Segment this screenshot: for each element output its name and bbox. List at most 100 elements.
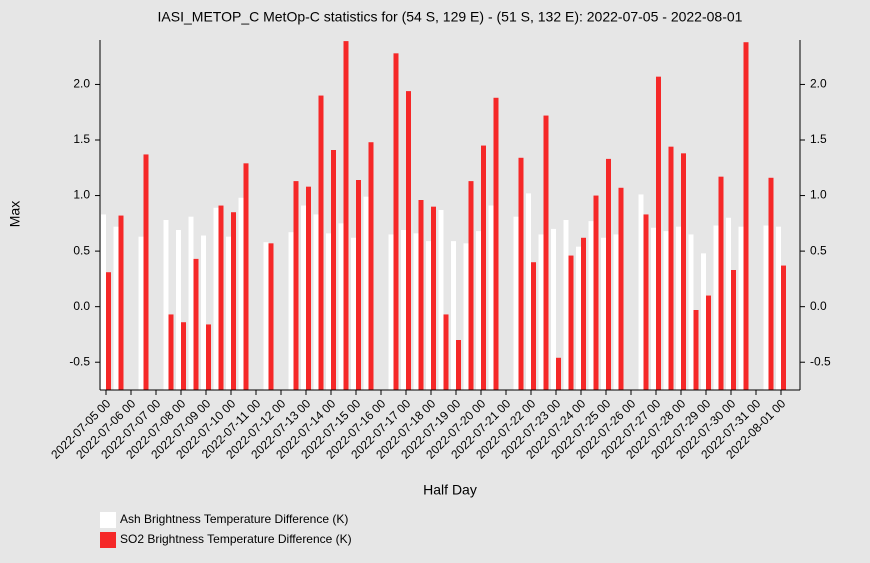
bar [313,214,319,390]
bar [443,314,449,390]
bar [518,157,524,390]
bar [201,235,206,390]
bar [401,230,406,390]
bar [351,237,356,390]
bar [701,253,706,390]
bar [263,242,269,390]
bar [776,226,781,390]
bar [181,322,186,390]
bar [651,227,656,390]
bar [713,225,719,390]
bar [463,243,469,390]
y2-tick-label: 0.5 [810,243,827,257]
bar [118,215,124,390]
bar [438,210,444,390]
bar [593,195,599,390]
bar [301,205,306,390]
bar [538,234,544,390]
bar [513,216,519,390]
bar [688,234,694,390]
bar [726,217,731,390]
bar [101,214,106,390]
bar [226,236,231,390]
bar [526,193,531,390]
bar [143,154,149,390]
bar [418,200,424,390]
bar [601,237,606,390]
bar [638,194,644,390]
y-tick-label: 1.0 [73,188,90,202]
bar [306,186,311,390]
bar [193,258,199,390]
bar [738,226,744,390]
y-axis-label: Max [7,201,23,227]
bar [618,187,624,390]
bar [543,115,549,391]
bar [363,196,369,390]
bar [238,197,244,390]
bar [656,76,661,391]
bar [338,223,344,390]
bar [268,243,274,390]
chart-title: IASI_METOP_C MetOp-C statistics for (54 … [158,9,743,25]
bar [243,163,249,390]
bar [206,324,211,390]
bar [431,206,436,390]
bar [663,231,669,390]
legend-label: Ash Brightness Temperature Difference (K… [120,512,348,526]
bar [588,221,594,390]
bar [781,265,786,390]
bar [493,97,499,391]
bar [556,357,561,390]
bar [356,180,361,390]
bar [231,212,236,390]
legend-label: SO2 Brightness Temperature Difference (K… [120,532,352,546]
bar [293,181,299,390]
bar [743,42,749,390]
bar [481,145,486,390]
bar [176,230,181,390]
bar [343,41,349,390]
bar [163,220,169,390]
y2-tick-label: 1.5 [810,132,827,146]
bar [393,53,399,390]
bar [326,233,331,390]
y-tick-label: 0.0 [73,299,90,313]
bar [531,262,536,390]
y-tick-label: 0.5 [73,243,90,257]
bar [413,233,419,390]
y2-tick-label: 0.0 [810,299,827,313]
bar [388,234,394,390]
bar [763,225,769,390]
bar [568,255,574,390]
bar [581,237,586,390]
bar [731,270,736,390]
bar [768,177,774,390]
bar [331,150,336,390]
bar [451,241,456,390]
y-tick-label: -0.5 [69,354,90,368]
bar [718,176,724,390]
bar [468,181,474,390]
bar [406,91,411,390]
bar [456,340,461,390]
legend-swatch [100,532,116,548]
bar [113,226,119,390]
bar [613,234,619,390]
bar [368,142,374,390]
bar [606,158,611,390]
y-tick-label: 2.0 [73,77,90,91]
bar [213,207,219,390]
bar [706,295,711,390]
bar [681,153,686,390]
bar [168,314,174,390]
bar [676,226,681,390]
bar [188,216,194,390]
y2-tick-label: -0.5 [810,354,831,368]
legend-swatch [100,512,116,528]
bar [668,146,674,390]
bar [476,231,481,390]
bar [318,95,324,391]
bar [693,310,699,390]
